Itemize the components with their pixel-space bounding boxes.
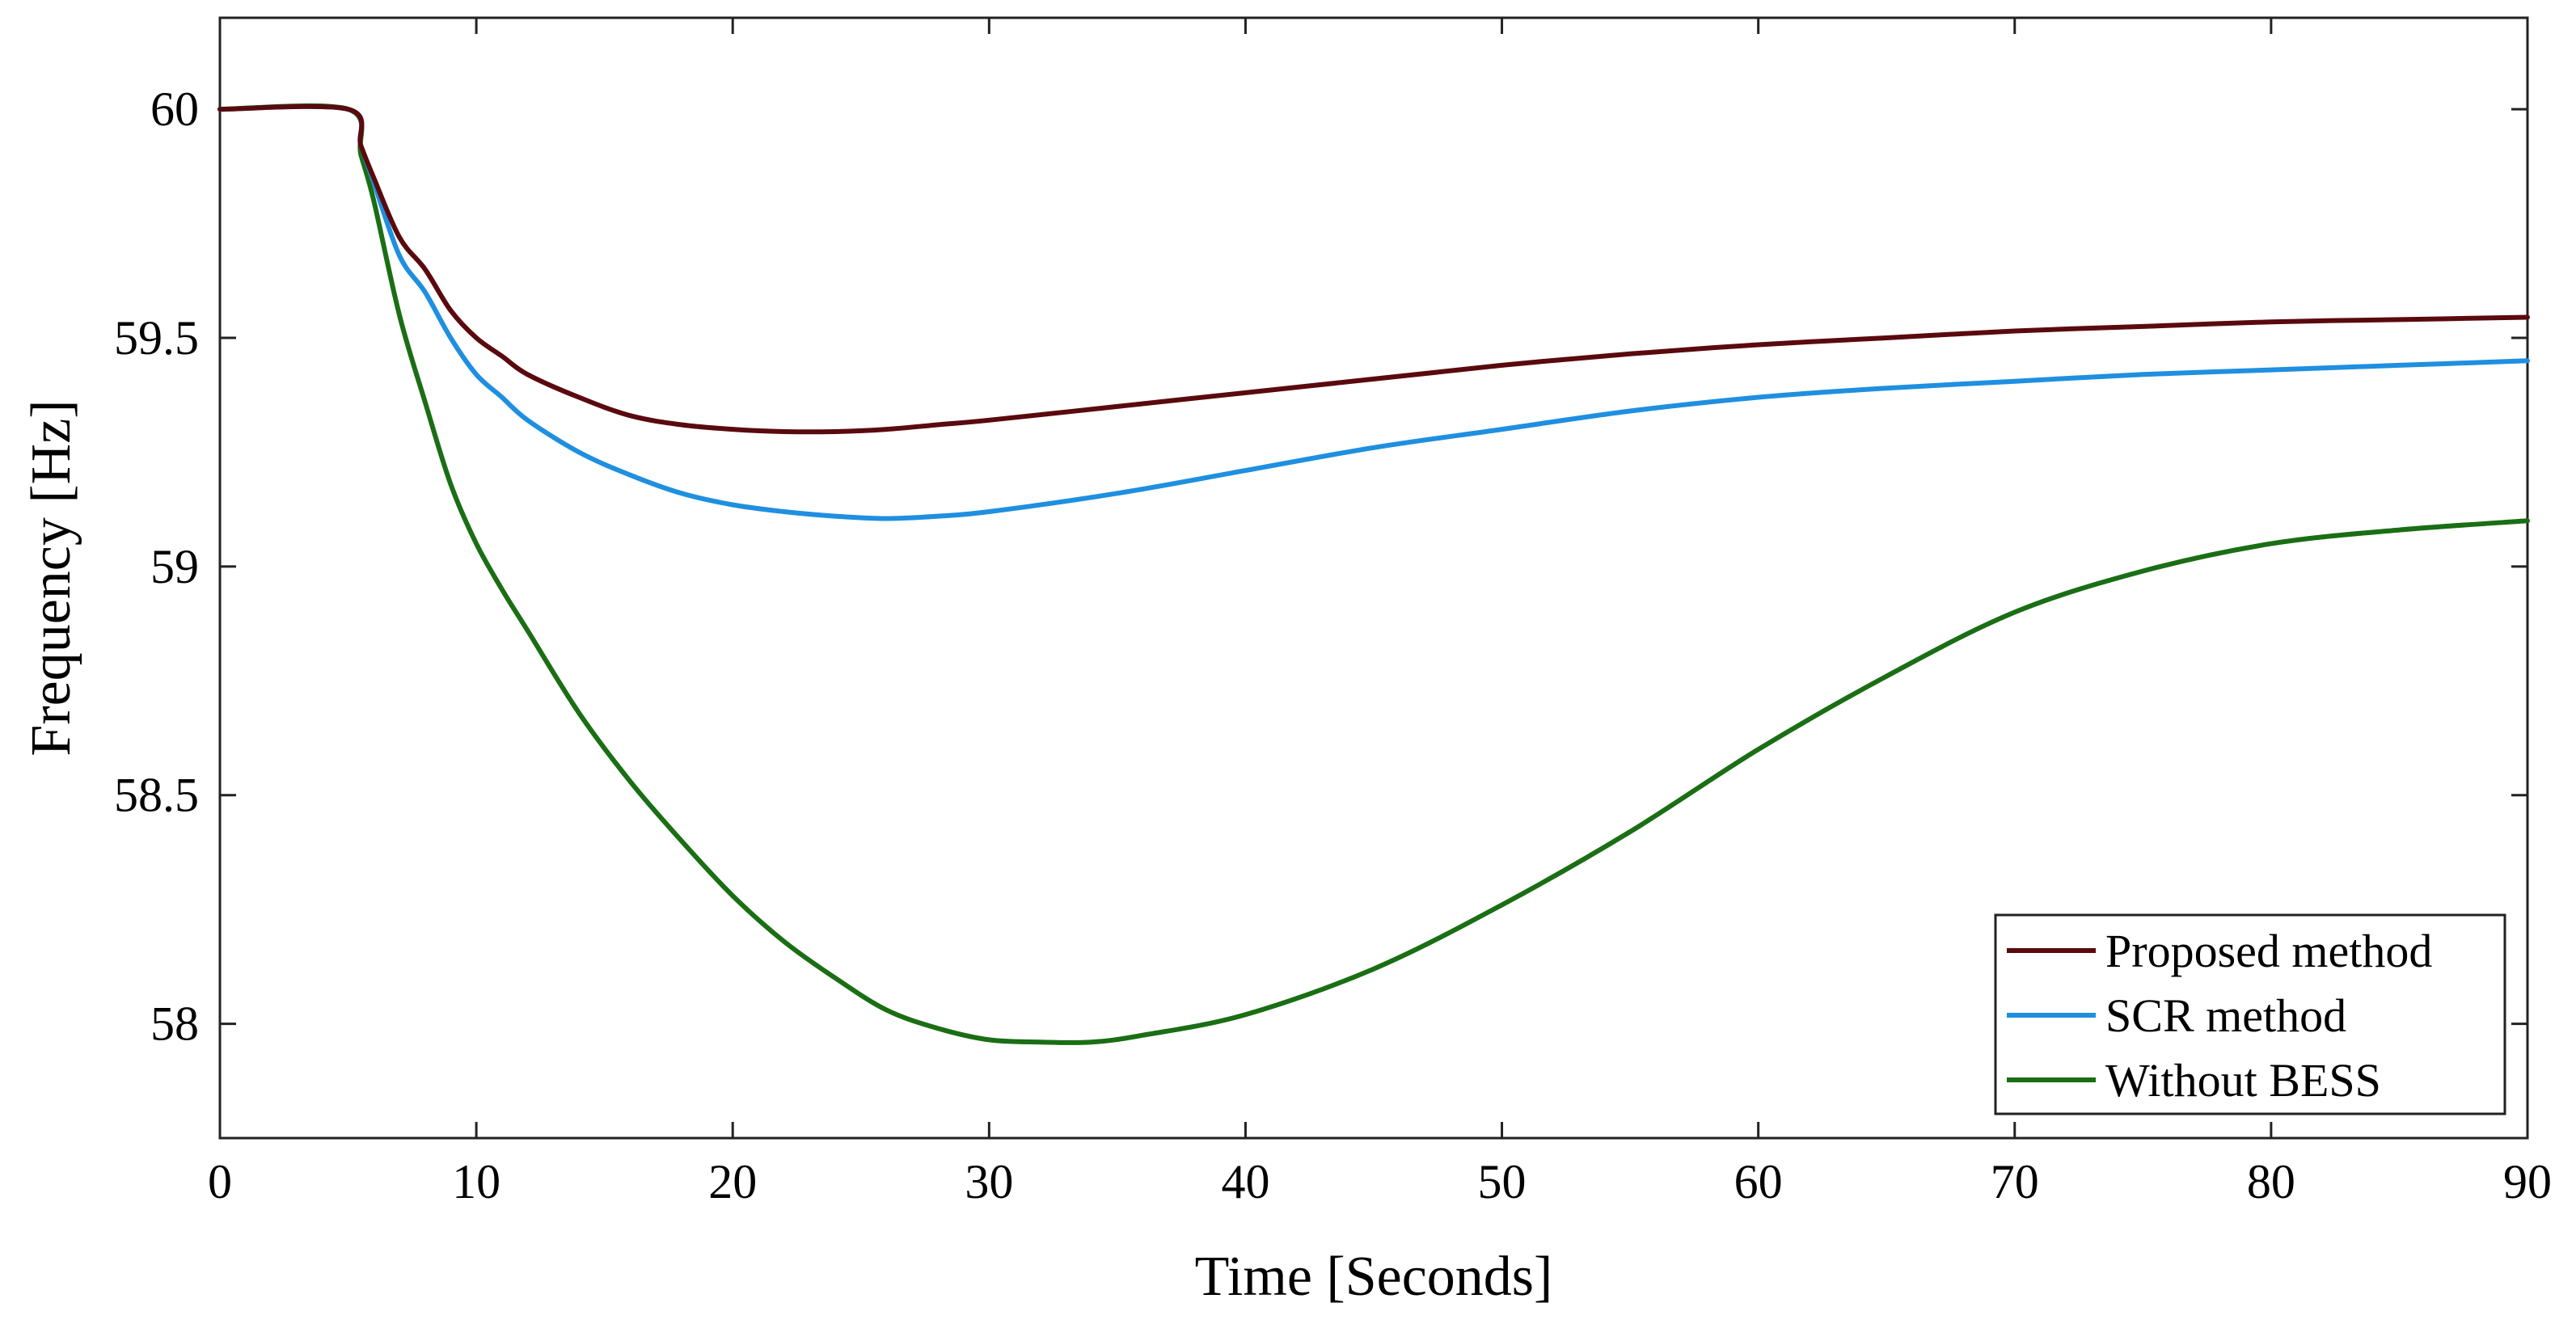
x-tick-label: 70 (1991, 1155, 2039, 1208)
x-tick-label: 10 (452, 1155, 500, 1208)
legend-label: Proposed method (2105, 925, 2432, 977)
x-tick-label: 60 (1734, 1155, 1783, 1208)
y-axis-title: Frequency [Hz] (20, 399, 82, 756)
x-tick-label: 40 (1221, 1155, 1269, 1208)
y-tick-label: 59.5 (114, 311, 199, 365)
x-tick-label: 30 (965, 1155, 1013, 1208)
y-tick-label: 58.5 (114, 769, 199, 822)
legend-label: Without BESS (2105, 1054, 2381, 1107)
y-tick-label: 59 (150, 540, 199, 593)
series-group (217, 103, 2530, 1045)
y-tick-label: 60 (150, 82, 199, 136)
x-axis-title: Time [Seconds] (1195, 1246, 1553, 1308)
x-tick-label: 20 (708, 1155, 757, 1208)
series-line-scr-method (217, 103, 2530, 521)
x-tick-label: 80 (2247, 1155, 2295, 1208)
legend: Proposed method SCR method Without BESS (1994, 913, 2506, 1115)
legend-label: SCR method (2105, 989, 2346, 1042)
y-tick-label: 58 (150, 997, 199, 1051)
plot-frame (218, 16, 2529, 1140)
x-axis: 0 10 20 30 40 50 60 70 80 90 (208, 18, 2552, 1208)
y-axis: 58 58.5 59 59.5 60 (114, 82, 2527, 1051)
x-tick-label: 0 (208, 1155, 232, 1208)
series-line-without-bess (217, 103, 2530, 1045)
x-tick-label: 90 (2503, 1155, 2552, 1208)
x-tick-label: 50 (1478, 1155, 1527, 1208)
plot-area: 0 10 20 30 40 50 60 70 80 90 58 58.5 59 59.5 60 (114, 16, 2552, 1208)
series-line-proposed-method (217, 103, 2530, 435)
